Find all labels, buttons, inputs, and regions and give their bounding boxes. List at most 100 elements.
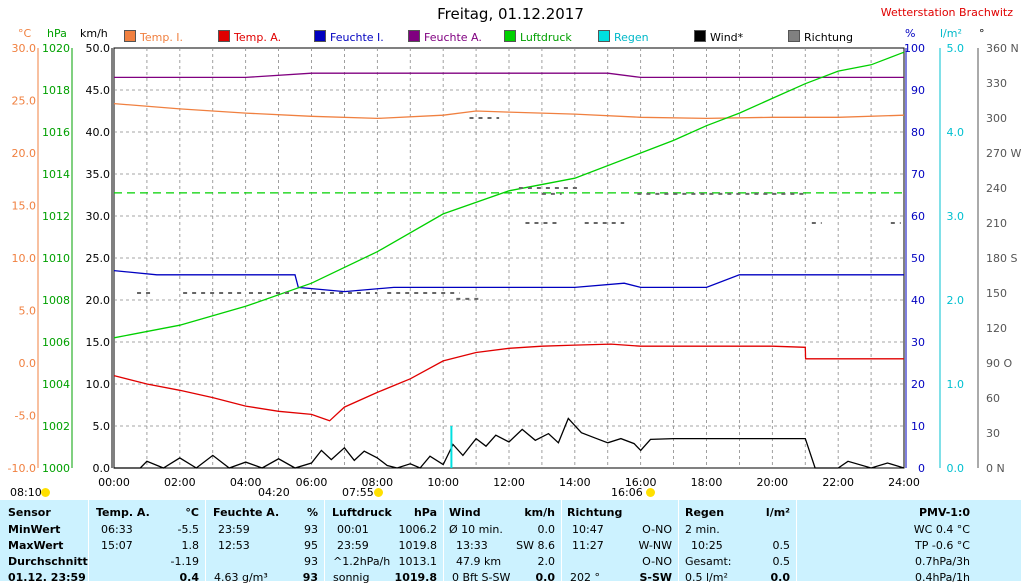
wind-r2b: SW 8.6: [516, 539, 555, 552]
hum-tick-label: 70: [911, 168, 925, 181]
hum-unit: %: [306, 506, 318, 519]
rain-tick-label: 3.0: [947, 210, 965, 223]
temp-tick-label: -10.0: [8, 462, 36, 475]
row-label-min: MinWert: [8, 523, 61, 536]
x-tick-label: 08:00: [361, 476, 393, 489]
rain-tick-label: 4.0: [947, 126, 965, 139]
press-avg: 1013.1: [398, 555, 438, 568]
dir-head: Richtung: [567, 506, 623, 519]
rain-r1a: 2 min.: [685, 523, 720, 536]
legend-swatch: [504, 30, 516, 42]
temp-min-value: -5.5: [177, 523, 199, 536]
row-label-avg: Durchschnitt: [8, 555, 88, 568]
press-current: 1019.8: [394, 571, 437, 584]
legend-label: Temp. A.: [234, 31, 282, 44]
series-wind-: [114, 417, 905, 469]
press-tick-label: 1010: [42, 252, 70, 265]
rain-r2b: 0.5: [772, 539, 791, 552]
legend-swatch: [408, 30, 420, 42]
dir-r4b: S-SW: [639, 571, 672, 584]
legend-swatch: [314, 30, 326, 42]
wind-head: Wind: [449, 506, 481, 519]
sun-icon: [41, 488, 50, 497]
hum-column: Feuchte A. % 23:59 93 12:53 95 93 4.63 g…: [205, 500, 324, 584]
series-temp-a-: [113, 343, 904, 422]
dir-tick-label: 90 O: [986, 357, 1012, 370]
wind-r1b: 0.0: [537, 523, 556, 536]
wind-tick-label: 25.0: [86, 252, 111, 265]
dir-tick-label: 120: [986, 322, 1007, 335]
legend-item-5: Regen: [598, 30, 649, 46]
x-tick-label: 18:00: [691, 476, 723, 489]
hum-tick-label: 40: [911, 294, 925, 307]
rain-tick-label: 2.0: [947, 294, 965, 307]
hum-tick-label: 60: [911, 210, 925, 223]
wind-tick-label: 30.0: [86, 210, 111, 223]
press-tick-label: 1012: [42, 210, 70, 223]
dir-tick-label: 330: [986, 77, 1007, 90]
x-tick-label: 16:00: [625, 476, 657, 489]
legend-swatch: [124, 30, 136, 42]
x-tick-label: 12:00: [493, 476, 525, 489]
hum-max-value: 95: [304, 539, 318, 552]
x-tick-label: 10:00: [427, 476, 459, 489]
hum-min-value: 93: [304, 523, 318, 536]
x-tick-label: 06:00: [296, 476, 328, 489]
sunrise-time: 08:10: [10, 486, 42, 499]
legend-swatch: [598, 30, 610, 42]
wind-tick-label: 0.0: [93, 462, 111, 475]
x-tick-label: 00:00: [98, 476, 130, 489]
sun-icon: [646, 488, 655, 497]
legend-item-4: Luftdruck: [504, 30, 572, 46]
station-name: Wetterstation Brachwitz: [880, 6, 1013, 19]
tmin-time: 04:20: [258, 486, 290, 499]
press-unit: hPa: [413, 506, 437, 519]
hum-tick-label: 90: [911, 84, 925, 97]
temp-avg: -1.19: [170, 555, 199, 568]
temp-tick-label: 15.0: [12, 200, 37, 213]
x-tick-label: 22:00: [822, 476, 854, 489]
pmv-column: PMV-1:0 WC 0.4 °C TP -0.6 °C 0.7hPa/3h 0…: [796, 500, 1021, 584]
x-tick-label: 02:00: [164, 476, 196, 489]
press-trend: ^1.2hPa/h: [333, 555, 391, 568]
press-tick-label: 1014: [42, 168, 70, 181]
hum-tick-label: 30: [911, 336, 925, 349]
legend-item-7: Richtung: [788, 30, 853, 46]
x-tick-label: 24:00: [888, 476, 920, 489]
wind-tick-label: 5.0: [93, 420, 111, 433]
unit-dir: °: [979, 27, 985, 40]
pmv-1h: 0.4hPa/1h: [914, 571, 970, 584]
press-column: Luftdruck hPa 00:01 1006.2 23:59 1019.8 …: [324, 500, 443, 584]
rain-r3a: Gesamt:: [685, 555, 732, 568]
press-max-value: 1019.8: [398, 539, 438, 552]
wind-r4b: 0.0: [535, 571, 556, 584]
wind-r2a: 13:33: [456, 539, 488, 552]
dir-tick-label: 210: [986, 217, 1007, 230]
sun-bar: 08:10 04:20 07:55 16:06: [0, 485, 1021, 500]
legend-swatch: [694, 30, 706, 42]
press-forecast: sonnig: [333, 571, 370, 584]
dir-tick-label: 300: [986, 112, 1007, 125]
wind-r4a: 0 Bft S-SW: [452, 571, 511, 584]
legend-label: Wind*: [710, 31, 744, 44]
hum-tick-label: 10: [911, 420, 925, 433]
temp-max-time: 15:07: [101, 539, 133, 552]
x-tick-label: 20:00: [756, 476, 788, 489]
legend-swatch: [788, 30, 800, 42]
rain-unit: l/m²: [765, 506, 790, 519]
legend-swatch: [218, 30, 230, 42]
series-luftdruck: [113, 51, 905, 339]
unit-press: hPa: [47, 27, 67, 40]
hum-min-time: 23:59: [218, 523, 250, 536]
rain-head: Regen: [685, 506, 725, 519]
legend-label: Feuchte I.: [330, 31, 384, 44]
dir-tick-label: 360 N: [986, 42, 1019, 55]
wind-tick-label: 35.0: [86, 168, 111, 181]
temp-tick-label: 5.0: [19, 305, 37, 318]
summary-table: Sensor MinWert MaxWert Durchschnitt 01.1…: [0, 500, 1021, 584]
temp-tick-label: 20.0: [12, 147, 37, 160]
dir-r1a: 10:47: [572, 523, 604, 536]
hum-tick-label: 0: [918, 462, 925, 475]
legend-label: Temp. I.: [140, 31, 184, 44]
press-tick-label: 1006: [42, 336, 70, 349]
